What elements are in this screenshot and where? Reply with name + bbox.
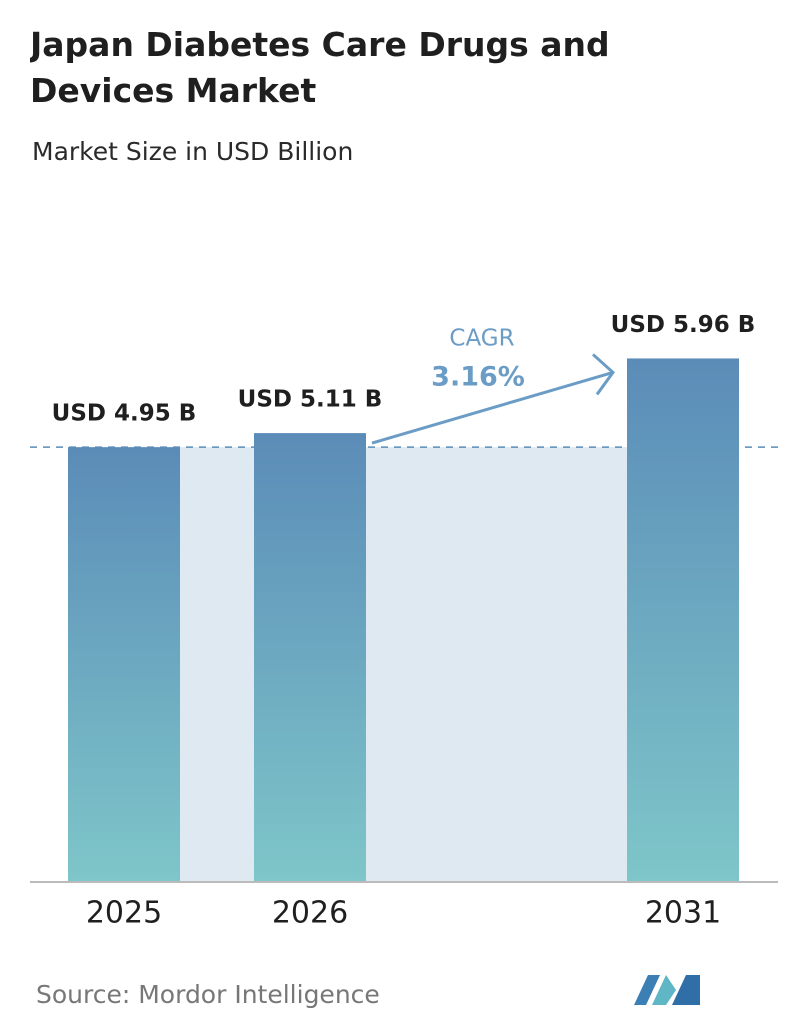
title-box: Japan Diabetes Care Drugs and Devices Ma…: [30, 25, 610, 110]
plot: USD 4.95 B 2025 USD 5.11 B 2026 USD 5.96 B 20…: [30, 312, 778, 931]
x-tick-label: 2025: [86, 896, 162, 931]
logo: [634, 975, 700, 1005]
bar: [254, 433, 366, 882]
value-label: USD 5.96 B: [611, 312, 756, 338]
chart-title: Japan Diabetes Care Drugs and Devices Ma…: [30, 25, 610, 110]
cagr-value: 3.16%: [431, 362, 525, 393]
cagr-label: CAGR: [449, 326, 514, 352]
bar: [68, 447, 180, 882]
x-tick-label: 2026: [272, 896, 348, 931]
x-tick-label: 2031: [645, 896, 721, 931]
value-label: USD 4.95 B: [52, 401, 197, 427]
cagr-arrowhead: [591, 353, 616, 396]
source: Source: Mordor Intelligence: [36, 980, 380, 1009]
value-label: USD 5.11 B: [238, 387, 383, 413]
chart-subtitle: Market Size in USD Billion: [32, 137, 353, 166]
cagr-arrow: [371, 370, 614, 445]
bar: [627, 358, 739, 883]
